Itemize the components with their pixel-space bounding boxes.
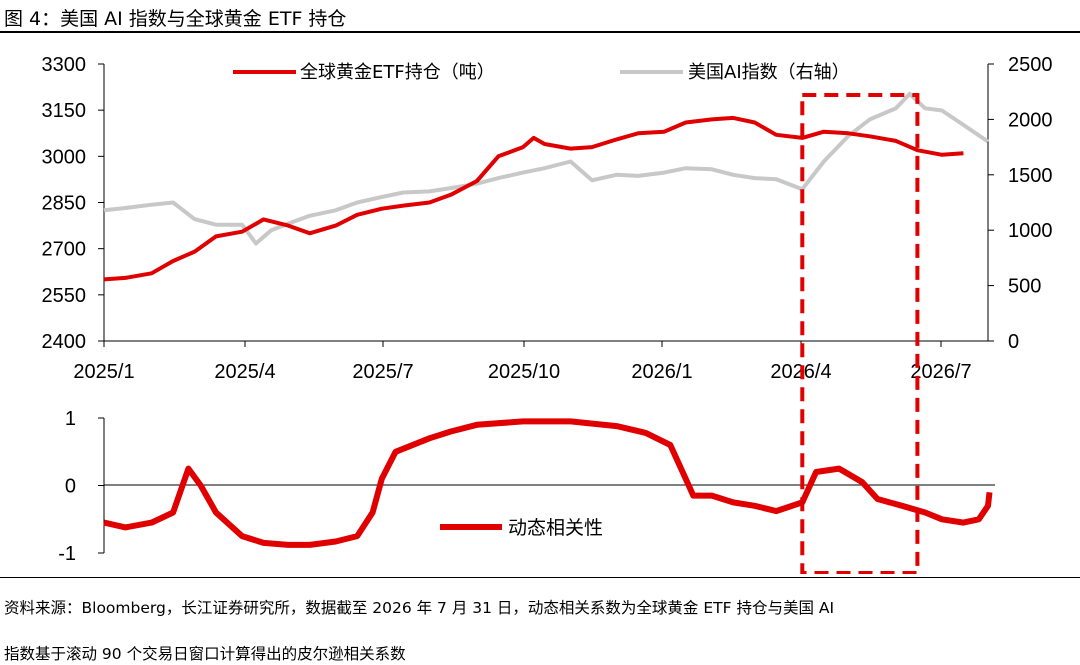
source-note-line-1: 资料来源：Bloomberg，长江证券研究所，数据截至 2026 年 7 月 3… — [4, 599, 835, 617]
x-tick-label: 2025/10 — [488, 361, 560, 383]
left-tick-label: 2850 — [42, 193, 87, 215]
x-tick-label: 2025/1 — [73, 361, 134, 383]
right-tick-label: 0 — [1008, 331, 1019, 353]
left-tick-label: 3300 — [42, 54, 87, 76]
source-note-line-2: 指数基于滚动 90 个交易日窗口计算得出的皮尔逊相关系数 — [4, 645, 406, 663]
corr-tick-label: -1 — [58, 543, 76, 565]
x-tick-labels: 2025/1 2025/4 2025/7 2025/10 2026/1 2026/4 202… — [73, 361, 971, 383]
legend-ai: 美国AI指数（右轴） — [620, 62, 850, 83]
top-chart: 3300 3150 3000 2850 2700 2550 2400 2500 2000 150… — [42, 54, 1053, 383]
x-tick-label: 2025/7 — [352, 361, 413, 383]
ai-index-line — [103, 91, 990, 246]
corr-tick-label: 0 — [65, 476, 76, 498]
legend-ai-label: 美国AI指数（右轴） — [688, 62, 850, 83]
x-tick-label: 2026/7 — [910, 361, 971, 383]
x-tick-label: 2025/4 — [214, 361, 275, 383]
correlation-line — [103, 418, 993, 548]
legend-gold: 全球黄金ETF持仓（吨） — [233, 62, 495, 83]
corr-tick-labels: 1 0 -1 — [58, 408, 76, 565]
left-tick-label: 3000 — [42, 146, 87, 168]
source-rule — [0, 577, 1080, 578]
corr-tick-label: 1 — [65, 408, 76, 430]
corr-tick-marks — [98, 417, 104, 554]
right-tick-label: 500 — [1008, 276, 1041, 298]
right-tick-label: 1500 — [1008, 165, 1053, 187]
title-rule — [0, 31, 1080, 33]
legend-gold-label: 全球黄金ETF持仓（吨） — [300, 62, 495, 83]
legend-corr-label: 动态相关性 — [508, 517, 603, 539]
left-tick-label: 2550 — [42, 285, 87, 307]
left-tick-label: 2400 — [42, 331, 87, 353]
highlight-box — [800, 93, 920, 574]
tick-marks — [98, 63, 994, 347]
right-tick-label: 2500 — [1008, 54, 1053, 76]
gold-etf-line — [103, 115, 964, 282]
left-tick-label: 3150 — [42, 100, 87, 122]
legend-corr: 动态相关性 — [440, 517, 603, 539]
left-tick-label: 2700 — [42, 239, 87, 261]
right-tick-label: 2000 — [1008, 109, 1053, 131]
x-tick-label: 2026/1 — [631, 361, 692, 383]
bottom-chart: 1 0 -1 动态相关性 — [58, 408, 995, 565]
figure-title: 图 4：美国 AI 指数与全球黄金 ETF 持仓 — [4, 8, 347, 30]
right-tick-label: 1000 — [1008, 220, 1053, 242]
right-tick-labels: 2500 2000 1500 1000 500 0 — [1008, 54, 1053, 353]
left-tick-labels: 3300 3150 3000 2850 2700 2550 2400 — [42, 54, 87, 353]
